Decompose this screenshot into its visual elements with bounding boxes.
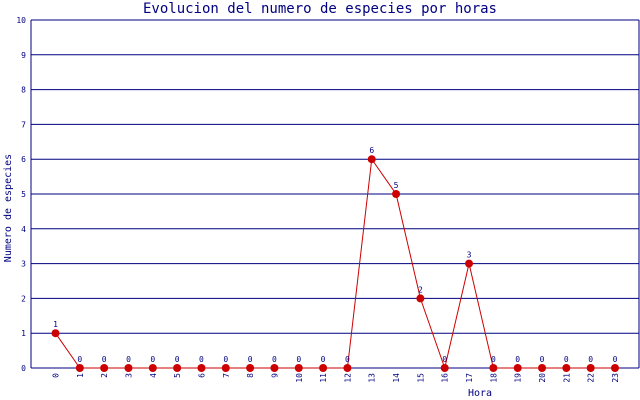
data-point [75,364,84,372]
x-tick-label: 17 [465,373,474,383]
data-point [440,364,449,372]
x-tick-label: 23 [611,373,620,383]
data-label: 0 [321,355,326,364]
data-point [343,364,352,372]
data-point [319,364,328,372]
data-label: 0 [272,355,277,364]
data-point [124,364,133,372]
data-label: 0 [613,355,618,364]
x-tick-label: 16 [441,373,450,383]
data-label: 0 [248,355,253,364]
data-label: 0 [345,355,350,364]
data-label: 0 [199,355,204,364]
x-tick-label: 2 [100,373,109,378]
data-label: 1 [53,320,58,329]
data-label: 0 [491,355,496,364]
data-label: 0 [175,355,180,364]
x-tick-label: 7 [222,373,231,378]
x-tick-label: 10 [295,373,304,383]
data-label: 6 [369,146,374,155]
data-point [294,364,303,372]
data-point [513,364,522,372]
data-label: 2 [418,285,423,294]
y-tick-label: 10 [16,16,26,25]
data-point [148,364,157,372]
x-axis-label: Hora [468,388,492,399]
data-point [173,364,182,372]
data-label: 0 [564,355,569,364]
data-point [221,364,230,372]
data-point [538,364,547,372]
x-tick-label: 3 [124,373,133,378]
y-tick-label: 2 [21,294,26,303]
x-tick-label: 8 [246,373,255,378]
x-tick-label: 11 [319,373,328,383]
x-tick-label: 1 [76,373,85,378]
y-axis-label: Numero de especies [3,154,14,262]
y-tick-label: 0 [21,364,26,373]
y-tick-label: 4 [21,225,26,234]
y-tick-label: 9 [21,51,26,60]
data-label: 0 [540,355,545,364]
x-tick-label: 5 [173,373,182,378]
data-label: 3 [467,251,472,260]
y-tick-label: 6 [21,155,26,164]
data-point [392,190,401,198]
data-label: 0 [442,355,447,364]
x-tick-label: 9 [270,373,279,378]
data-label: 0 [296,355,301,364]
x-tick-label: 15 [416,373,425,383]
x-tick-label: 0 [52,373,61,378]
data-point [562,364,571,372]
y-tick-label: 1 [21,329,26,338]
data-label: 0 [102,355,107,364]
line-layer [55,157,615,370]
data-point [197,364,206,372]
x-tick-label: 21 [562,373,571,383]
data-point [611,364,619,372]
data-label: 5 [394,181,399,190]
data-point [586,364,595,372]
data-point [270,364,279,372]
data-label: 0 [150,355,155,364]
y-tick-label: 7 [21,120,26,129]
y-tick-label: 8 [21,86,26,95]
data-point [465,259,474,268]
x-tick-label: 13 [368,373,377,383]
data-point [246,364,255,372]
data-label: 0 [515,355,520,364]
x-tick-label: 18 [489,373,498,383]
x-tick-label: 19 [514,373,523,383]
data-point [100,364,109,372]
x-tick-label: 14 [392,373,401,383]
data-point [416,294,425,303]
data-label: 0 [588,355,593,364]
data-point [489,364,498,372]
data-label: 0 [223,355,228,364]
x-tick-label: 6 [197,373,206,378]
data-label: 0 [77,355,82,364]
series-line [55,157,615,370]
x-tick-label: 22 [587,373,596,383]
x-tick-label: 20 [538,373,547,383]
x-tick-label: 12 [343,373,352,383]
data-point [367,155,376,164]
chart-title: Evolucion del numero de especies por hor… [142,1,497,17]
data-label: 0 [126,355,131,364]
x-tick-label: 4 [149,373,158,378]
grid-layer [31,19,639,369]
marker-layer [51,155,619,372]
y-tick-label: 3 [21,260,26,269]
data-point [51,329,60,338]
y-tick-label: 5 [21,190,26,199]
